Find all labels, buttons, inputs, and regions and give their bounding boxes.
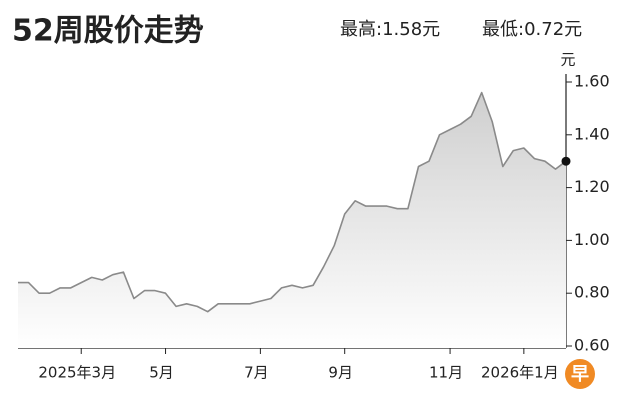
area <box>18 92 566 348</box>
y-tick-label: 0.60 <box>574 336 610 355</box>
x-tick-label: 9月 <box>328 364 353 382</box>
low-label: 最低:0.72元 <box>482 19 582 40</box>
x-tick-label: 7月 <box>244 364 269 382</box>
chart-title: 52周股价走势 <box>12 14 204 49</box>
last-point <box>561 156 571 166</box>
y-tick-label: 1.00 <box>574 230 610 249</box>
x-tick-label: 11月 <box>429 364 463 382</box>
logo-badge <box>565 359 595 389</box>
y-tick-label: 0.80 <box>574 283 610 302</box>
x-tick-label: 2025年3月 <box>38 364 116 382</box>
y-tick-label: 1.40 <box>574 124 610 143</box>
y-tick-label: 1.60 <box>574 72 610 91</box>
price-line <box>18 91 567 313</box>
high-label: 最高:1.58元 <box>340 19 440 40</box>
x-tick-label: 5月 <box>149 364 174 382</box>
unit-label: 元 <box>560 51 575 69</box>
y-tick-label: 1.20 <box>574 177 610 196</box>
plot: 0.60 0.80 1.00 1.20 1.40 1.60 2025年3月 5月 7月 9月 11月… <box>18 72 610 382</box>
logo: 早 <box>571 364 589 385</box>
x-tick-label: 2026年1月 <box>481 364 559 382</box>
